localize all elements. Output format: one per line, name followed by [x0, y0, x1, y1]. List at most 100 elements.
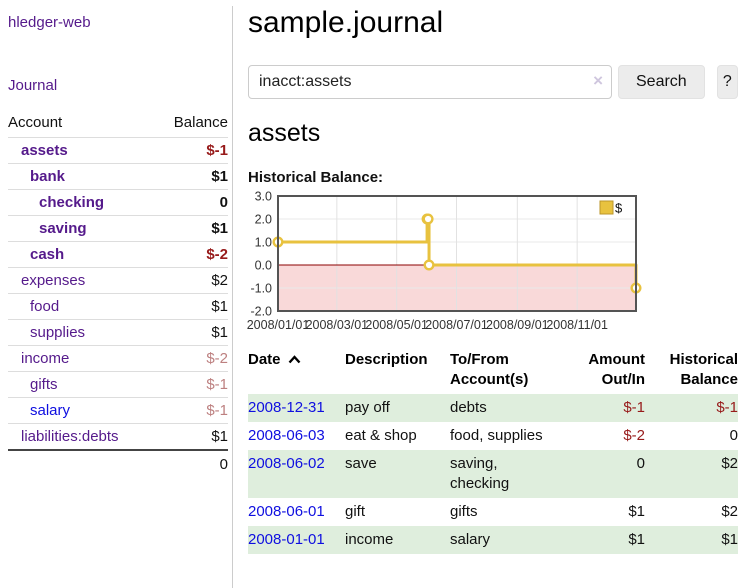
register-header-accounts: To/From Account(s)	[450, 351, 529, 388]
account-link[interactable]: liabilities:debts	[21, 428, 119, 445]
account-row: gifts $-1	[8, 371, 228, 398]
transaction-description: eat & shop	[345, 427, 417, 444]
account-row: income $-2	[8, 345, 228, 372]
register-header-amount: Amount Out/In	[588, 351, 645, 388]
transaction-description: pay off	[345, 399, 390, 416]
svg-text:2008/01/01: 2008/01/01	[247, 318, 310, 332]
account-row: checking 0	[8, 189, 228, 216]
transaction-accounts: food, supplies	[450, 427, 543, 444]
svg-text:2008/03/01: 2008/03/01	[306, 318, 369, 332]
transaction-date-link[interactable]: 2008-06-03	[248, 427, 325, 444]
account-link[interactable]: bank	[30, 168, 66, 185]
account-link[interactable]: food	[30, 298, 60, 315]
register-table: Date Description To/From Account(s) Amou…	[248, 350, 738, 554]
account-balance: $-1	[155, 371, 228, 398]
account-balance: $-2	[155, 345, 228, 372]
account-link[interactable]: cash	[30, 246, 65, 263]
register-header-description: Description	[345, 351, 428, 368]
clear-search-icon[interactable]: ×	[593, 71, 603, 90]
account-row: bank $1	[8, 163, 228, 190]
svg-text:0.0: 0.0	[255, 259, 272, 273]
transaction-amount: $1	[628, 503, 645, 520]
main-content: sample.journal × Search ? assets Histori…	[234, 6, 742, 554]
transaction-description: gift	[345, 503, 366, 520]
accounts-total-balance: 0	[155, 449, 228, 478]
svg-text:2008/11/01: 2008/11/01	[546, 318, 608, 332]
account-link[interactable]: supplies	[30, 324, 86, 341]
accounts-header-account: Account	[8, 114, 63, 131]
account-balance: $1	[155, 423, 228, 450]
sort-ascending-icon	[288, 355, 300, 364]
transaction-date-link[interactable]: 2008-06-02	[248, 455, 325, 472]
transaction-balance: $1	[721, 531, 738, 548]
page-title: sample.journal	[248, 6, 444, 39]
search-form: × Search ?	[248, 65, 738, 99]
register-table-body: 2008-12-31 pay off debts $-1 $-1 2008-06-03 ea…	[248, 394, 738, 554]
svg-text:2008/09/01: 2008/09/01	[486, 318, 549, 332]
register-row: 2008-06-01 gift gifts $1 $2	[248, 498, 738, 526]
account-row: saving $1	[8, 215, 228, 242]
account-balance: $1	[155, 319, 228, 346]
register-row: 2008-06-02 save saving, checking 0 $2	[248, 450, 738, 498]
account-title: assets	[248, 119, 321, 147]
transaction-description: save	[345, 455, 377, 472]
accounts-table: Account Balance assets $-1 bank $1 checking 0…	[8, 111, 228, 478]
transaction-amount: $-2	[623, 427, 645, 444]
register-header-date: Date	[248, 350, 345, 394]
account-row: salary $-1	[8, 397, 228, 424]
transaction-amount: $-1	[623, 399, 645, 416]
accounts-header-balance: Balance	[173, 114, 228, 131]
account-balance: $-1	[155, 397, 228, 424]
sidebar: hledger-web Journal Account Balance asse…	[0, 6, 233, 588]
account-row: cash $-2	[8, 241, 228, 268]
account-link[interactable]: income	[21, 350, 70, 367]
account-row: expenses $2	[8, 267, 228, 294]
svg-text:1.0: 1.0	[255, 236, 272, 250]
accounts-total-row: 0	[8, 449, 228, 478]
transaction-date-link[interactable]: 2008-06-01	[248, 503, 325, 520]
transaction-balance: $2	[721, 503, 738, 520]
search-input[interactable]	[248, 65, 612, 99]
register-header-balance: Historical Balance	[669, 351, 738, 388]
search-button[interactable]: Search	[618, 65, 705, 99]
register-row: 2008-01-01 income salary $1 $1	[248, 526, 738, 554]
svg-text:2008/07/01: 2008/07/01	[425, 318, 488, 332]
app-brand-link[interactable]: hledger-web	[8, 14, 91, 31]
account-row: assets $-1	[8, 137, 228, 164]
balance-chart: $ -2.0 -1.0 0.0 1.0 2.0 3.0 2008/01/01 2008/03/0…	[247, 190, 642, 335]
svg-text:3.0: 3.0	[255, 190, 272, 204]
account-balance: $1	[155, 163, 228, 190]
account-balance: $1	[155, 215, 228, 242]
account-link[interactable]: gifts	[30, 376, 58, 393]
account-row: liabilities:debts $1	[8, 423, 228, 450]
transaction-balance: $-1	[716, 399, 738, 416]
account-balance: $2	[155, 267, 228, 294]
transaction-date-link[interactable]: 2008-01-01	[248, 531, 325, 548]
svg-text:$: $	[615, 201, 623, 216]
transaction-date-link[interactable]: 2008-12-31	[248, 399, 325, 416]
account-balance: $1	[155, 293, 228, 320]
transaction-accounts: debts	[450, 399, 487, 416]
transaction-accounts: salary	[450, 531, 491, 548]
transaction-description: income	[345, 531, 394, 548]
help-button[interactable]: ?	[716, 65, 738, 99]
account-link[interactable]: assets	[21, 142, 68, 159]
account-link[interactable]: expenses	[21, 272, 86, 289]
register-header-row: Date Description To/From Account(s) Amou…	[248, 350, 738, 394]
register-row: 2008-12-31 pay off debts $-1 $-1	[248, 394, 738, 422]
svg-text:-1.0: -1.0	[250, 282, 272, 296]
account-link[interactable]: salary	[30, 402, 71, 419]
accounts-table-body: assets $-1 bank $1 checking 0 saving $1 cash $-2 e…	[8, 137, 228, 450]
transaction-accounts: saving, checking	[450, 455, 510, 492]
sidebar-item-journal[interactable]: Journal	[8, 77, 58, 94]
account-balance: $-1	[155, 137, 228, 164]
account-balance: 0	[155, 189, 228, 216]
account-row: food $1	[8, 293, 228, 320]
register-row: 2008-06-03 eat & shop food, supplies $-2 0	[248, 422, 738, 450]
account-link[interactable]: saving	[39, 220, 87, 237]
transaction-amount: 0	[636, 455, 645, 472]
transaction-amount: $1	[628, 531, 645, 548]
account-link[interactable]: checking	[39, 194, 105, 211]
account-balance: $-2	[155, 241, 228, 268]
transaction-accounts: gifts	[450, 503, 478, 520]
